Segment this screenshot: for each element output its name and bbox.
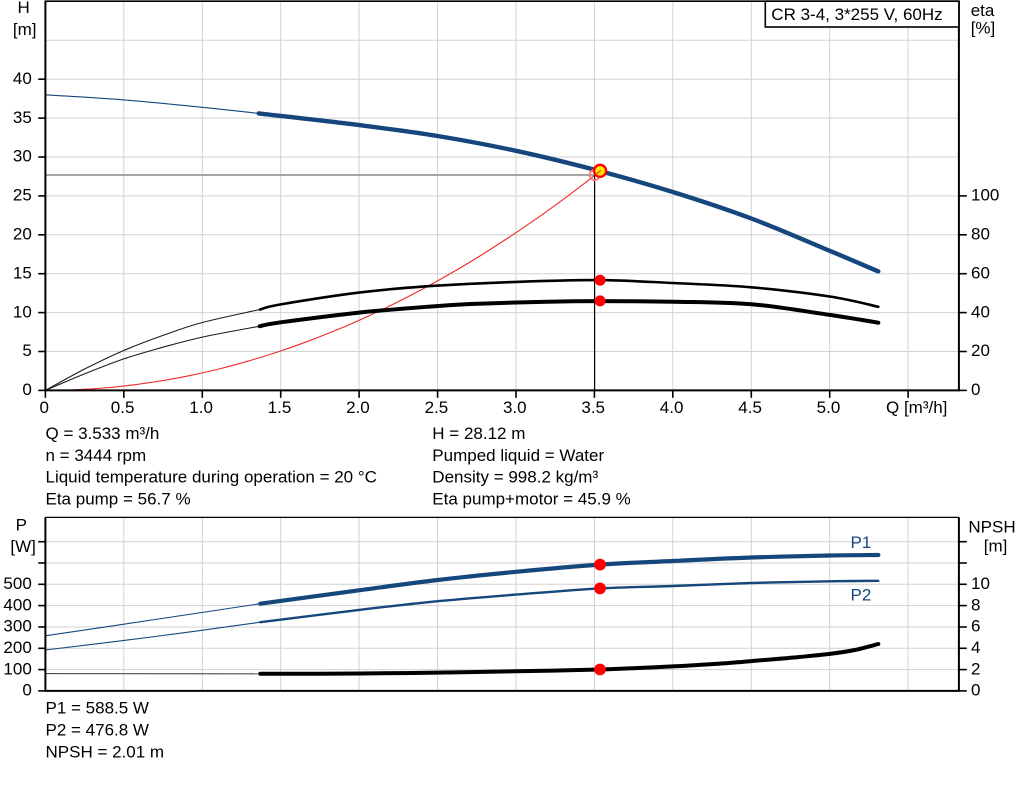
svg-text:40: 40 <box>13 69 32 88</box>
svg-text:0: 0 <box>971 380 980 399</box>
svg-text:8: 8 <box>971 595 980 614</box>
svg-text:n = 3444 rpm: n = 3444 rpm <box>46 446 147 465</box>
svg-text:H = 28.12 m: H = 28.12 m <box>432 424 525 443</box>
svg-text:[m]: [m] <box>13 20 37 39</box>
svg-text:2.5: 2.5 <box>425 398 449 417</box>
svg-text:2.0: 2.0 <box>346 398 370 417</box>
svg-text:20: 20 <box>971 341 990 360</box>
svg-text:100: 100 <box>3 659 31 678</box>
svg-text:5.0: 5.0 <box>817 398 841 417</box>
svg-text:30: 30 <box>13 147 32 166</box>
svg-text:300: 300 <box>3 617 31 636</box>
svg-text:1.5: 1.5 <box>268 398 292 417</box>
svg-text:0: 0 <box>39 398 48 417</box>
svg-text:Liquid temperature during oper: Liquid temperature during operation = 20… <box>46 468 377 487</box>
svg-text:0: 0 <box>22 681 31 700</box>
svg-text:Q = 3.533 m³/h: Q = 3.533 m³/h <box>46 424 160 443</box>
svg-text:P: P <box>16 515 27 534</box>
svg-text:35: 35 <box>13 108 32 127</box>
svg-text:20: 20 <box>13 225 32 244</box>
svg-text:2: 2 <box>971 659 980 678</box>
svg-text:4: 4 <box>971 638 980 657</box>
svg-text:CR 3-4, 3*255 V, 60Hz: CR 3-4, 3*255 V, 60Hz <box>771 5 942 24</box>
svg-text:Density = 998.2 kg/m³: Density = 998.2 kg/m³ <box>432 468 598 487</box>
svg-text:[W]: [W] <box>10 537 36 556</box>
svg-text:[m]: [m] <box>984 537 1008 556</box>
svg-text:NPSH: NPSH <box>968 518 1015 537</box>
svg-text:Eta pump+motor = 45.9 %: Eta pump+motor = 45.9 % <box>432 489 630 508</box>
svg-text:3.5: 3.5 <box>581 398 605 417</box>
svg-text:500: 500 <box>3 574 31 593</box>
svg-text:0: 0 <box>971 681 980 700</box>
svg-text:4.0: 4.0 <box>660 398 684 417</box>
svg-text:80: 80 <box>971 225 990 244</box>
svg-text:3.0: 3.0 <box>503 398 527 417</box>
svg-text:400: 400 <box>3 595 31 614</box>
svg-text:P2: P2 <box>851 585 872 604</box>
svg-text:200: 200 <box>3 638 31 657</box>
svg-text:10: 10 <box>13 302 32 321</box>
svg-text:P1: P1 <box>851 533 872 552</box>
svg-text:P2 = 476.8 W: P2 = 476.8 W <box>46 720 149 739</box>
svg-text:eta: eta <box>971 1 995 20</box>
svg-text:Q [m³/h]: Q [m³/h] <box>886 398 947 417</box>
svg-text:100: 100 <box>971 186 999 205</box>
svg-text:0.5: 0.5 <box>111 398 135 417</box>
svg-text:6: 6 <box>971 617 980 636</box>
svg-text:Pumped liquid = Water: Pumped liquid = Water <box>432 446 604 465</box>
svg-text:25: 25 <box>13 186 32 205</box>
svg-text:40: 40 <box>971 302 990 321</box>
svg-text:[%]: [%] <box>971 19 996 38</box>
svg-text:5: 5 <box>22 341 31 360</box>
svg-text:Eta pump = 56.7 %: Eta pump = 56.7 % <box>46 489 191 508</box>
svg-text:NPSH = 2.01 m: NPSH = 2.01 m <box>46 742 165 761</box>
svg-text:0: 0 <box>22 380 31 399</box>
svg-text:P1 = 588.5 W: P1 = 588.5 W <box>46 698 149 717</box>
svg-text:1.0: 1.0 <box>189 398 213 417</box>
svg-text:10: 10 <box>971 574 990 593</box>
svg-text:4.5: 4.5 <box>738 398 762 417</box>
svg-text:60: 60 <box>971 263 990 282</box>
svg-text:15: 15 <box>13 263 32 282</box>
svg-text:H: H <box>17 0 29 17</box>
